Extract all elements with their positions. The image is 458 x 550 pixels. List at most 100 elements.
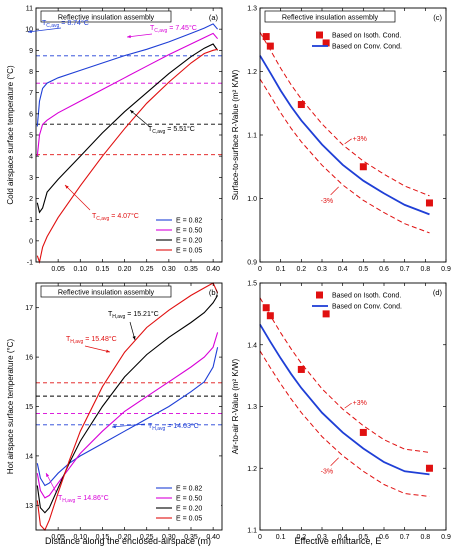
- y-tick-label: 1.4: [247, 342, 257, 349]
- legend-swatch-points: [316, 291, 323, 299]
- legend-label: E = 0.50: [176, 496, 202, 503]
- average-annotation: TH,avg = 15.21°C: [108, 310, 159, 320]
- band-plus-label: +3%: [353, 400, 367, 407]
- series-line-1: [36, 32, 219, 157]
- band-plus-arrow: [344, 138, 352, 145]
- average-annotation: TH,avg = 14.86°C: [58, 494, 109, 504]
- x-tick-label: 0.6: [379, 534, 389, 541]
- y-tick-label: 1: [29, 217, 33, 224]
- y-tick-label: 4: [29, 154, 33, 161]
- band-minus-label: -3%: [321, 198, 333, 205]
- x-tick-label: 0.1: [276, 534, 286, 541]
- annotation-arrow: [84, 345, 111, 353]
- x-tick-label: 0.7: [400, 266, 410, 273]
- isoth-data-point: [266, 42, 274, 50]
- annotation-arrowhead: [127, 35, 131, 39]
- x-tick-label: 0.7: [400, 534, 410, 541]
- y-tick-label: 10: [25, 27, 33, 34]
- y-tick-label: 1.2: [247, 466, 257, 473]
- isoth-data-point: [322, 310, 330, 318]
- y-tick-label: 0.9: [247, 260, 257, 267]
- legend-label: Based on Isoth. Cond.: [332, 293, 401, 300]
- x-tick-label: 0.8: [420, 266, 430, 273]
- y-axis-label: Hot airspace surface temperature (°C): [6, 339, 15, 475]
- y-tick-label: 7: [29, 90, 33, 97]
- isoth-data-point: [262, 33, 270, 41]
- annotation-arrow: [64, 184, 91, 211]
- legend-box: [153, 483, 221, 527]
- y-tick-label: 13: [25, 503, 33, 510]
- x-tick-label: 0.40: [206, 266, 220, 273]
- panel-label: (c): [433, 13, 442, 22]
- x-tick-label: 0: [258, 266, 262, 273]
- annotation-arrow: [111, 423, 146, 428]
- series-line-3: [36, 48, 218, 265]
- x-tick-label: 0.5: [358, 266, 368, 273]
- panel-label: (b): [209, 288, 219, 297]
- x-tick-label: 0: [258, 534, 262, 541]
- x-tick-label: 0.15: [96, 266, 110, 273]
- annotation-arrow: [27, 27, 62, 33]
- x-tick-label: 0.20: [118, 534, 132, 541]
- y-tick-label: 5: [29, 133, 33, 140]
- conv-curve: [259, 323, 430, 476]
- band-plus-label: +3%: [353, 136, 367, 143]
- x-axis-label-left: Distance along the enclosed-airspace (m): [45, 536, 211, 546]
- x-tick-label: 0.25: [140, 266, 154, 273]
- y-tick-label: 8: [29, 69, 33, 76]
- series-line-0: [36, 23, 219, 127]
- average-annotation: TH,avg = 14.63°C: [148, 422, 199, 432]
- x-tick-label: 0.20: [118, 266, 132, 273]
- isoth-data-point: [297, 365, 305, 373]
- x-tick-label: 0.30: [162, 534, 176, 541]
- isoth-data-point: [266, 312, 274, 320]
- panel-a-chart: 0.05 0.10 0.15 0.20 0.25 0.30 0.35 0.40 -1 0 1 2 3 4 5…: [6, 6, 223, 273]
- series-line-1: [36, 332, 219, 499]
- annotation-arrow: [126, 33, 153, 38]
- x-tick-label: 0.9: [441, 266, 451, 273]
- y-tick-label: 1.1: [247, 133, 257, 140]
- annotation-arrowhead: [112, 425, 116, 429]
- x-tick-label: 0.35: [184, 266, 198, 273]
- y-tick-label: 6: [29, 111, 33, 118]
- average-annotation: TH,avg = 15.48°C: [66, 335, 117, 345]
- legend-label: E = 0.20: [176, 238, 202, 245]
- x-tick-label: 0.4: [338, 534, 348, 541]
- average-annotation: TC,avg = 5.51°C: [148, 125, 195, 135]
- y-axis-label: Surface-to-surface R-Value (m² K/W): [231, 69, 240, 200]
- legend-label: E = 0.82: [176, 486, 202, 493]
- y-tick-label: 14: [25, 453, 33, 460]
- x-tick-label: 0.3: [317, 266, 327, 273]
- isoth-data-point: [359, 428, 367, 436]
- panel-a-title: Reflective insulation assembly: [58, 13, 155, 22]
- y-axis-label: Cold airspace surface temperature (°C): [6, 65, 15, 205]
- x-tick-label: 0.9: [441, 534, 451, 541]
- x-tick-label: 0.15: [96, 534, 110, 541]
- annotation-arrowhead: [28, 30, 32, 34]
- isoth-data-point: [297, 101, 305, 109]
- panel-c-chart: +3% -3% 0 0.1 0.2 0.3 0.4 0.5 0.6 0.7 0.8 0.9 0.9 1.0…: [231, 6, 451, 274]
- annotation-arrowhead: [46, 473, 50, 477]
- legend-label: Based on Conv. Cond.: [332, 44, 402, 51]
- x-tick-label: 0.6: [379, 266, 389, 273]
- series-line-0: [36, 347, 219, 487]
- band-minus-label: -3%: [321, 469, 333, 476]
- panel-c-title: Reflective insulation assembly: [282, 13, 379, 22]
- y-tick-label: 17: [25, 305, 33, 312]
- legend-swatch-points: [316, 31, 323, 39]
- legend-label: E = 0.50: [176, 228, 202, 235]
- band-minus-arrow: [330, 457, 339, 466]
- x-tick-label: 0.05: [51, 266, 65, 273]
- y-tick-label: 1.3: [247, 404, 257, 411]
- x-tick-label: 0.35: [184, 534, 198, 541]
- x-tick-label: 0.8: [420, 534, 430, 541]
- conv-curve: [259, 55, 430, 216]
- panel-c-title-box: [264, 10, 396, 23]
- band-plus-arrow: [344, 402, 352, 409]
- isoth-data-point: [322, 39, 330, 47]
- y-tick-label: 1.1: [247, 528, 257, 535]
- panel-d-chart: +3% -3% 0 0.1 0.2 0.3 0.4 0.5 0.6 0.7 0.8 0.9 1.1 1.2…: [231, 281, 451, 542]
- band-plus-line: [259, 297, 430, 453]
- x-tick-label: 0.5: [358, 534, 368, 541]
- y-tick-label: 9: [29, 48, 33, 55]
